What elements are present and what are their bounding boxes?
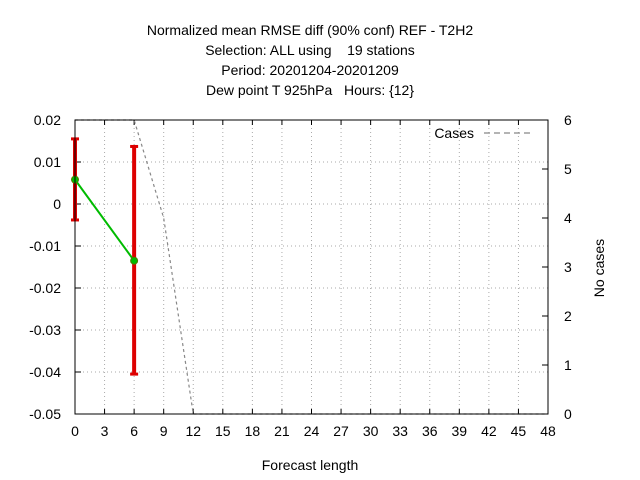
- diff-line: [74, 179, 135, 262]
- y-tick-label: 0.02: [34, 112, 61, 128]
- legend: Cases: [434, 125, 530, 141]
- cases-series: [75, 119, 548, 415]
- x-axis-label: Forecast length: [262, 457, 359, 473]
- y-tick-label: -0.05: [29, 406, 61, 422]
- title-line-2: Selection: ALL using 19 stations: [205, 42, 415, 58]
- x-tick-label: 12: [185, 423, 201, 439]
- y2-tick-label: 1: [564, 357, 572, 373]
- x-tick-label: 30: [363, 423, 379, 439]
- x-tick-label: 15: [215, 423, 231, 439]
- plot-frame: [74, 119, 549, 415]
- y2-tick-label: 6: [564, 112, 572, 128]
- x-tick-label: 42: [481, 423, 497, 439]
- y-tick-label: 0: [53, 196, 61, 212]
- x-tick-label: 24: [304, 423, 320, 439]
- y2-tick-label: 4: [564, 210, 572, 226]
- y-tick-label: -0.04: [29, 364, 61, 380]
- title-line-4: Dew point T 925hPa Hours: {12}: [206, 82, 414, 98]
- y2-tick-label: 0: [564, 406, 572, 422]
- x-tick-label: 21: [274, 423, 290, 439]
- y2-axis-label: No cases: [591, 239, 607, 297]
- y2-tick-label: 2: [564, 308, 572, 324]
- y-tick-label: 0.01: [34, 154, 61, 170]
- x-tick-label: 48: [540, 423, 556, 439]
- y-tick-label: -0.02: [29, 280, 61, 296]
- x-tick-label: 39: [452, 423, 468, 439]
- grid: [75, 120, 548, 414]
- tick-labels: 0 3 6 9 12 15 18 21 24 27 30 33 36 39 42 45 480.020.010-…: [29, 112, 572, 439]
- x-tick-label: 6: [130, 423, 138, 439]
- title-line-1: Normalized mean RMSE diff (90% conf) REF…: [147, 22, 473, 38]
- y2-tick-label: 3: [564, 259, 572, 275]
- x-tick-label: 36: [422, 423, 438, 439]
- chart-title: Normalized mean RMSE diff (90% conf) REF…: [147, 22, 473, 98]
- title-line-3: Period: 20201204-20201209: [221, 62, 399, 78]
- x-tick-label: 3: [101, 423, 109, 439]
- x-tick-label: 45: [511, 423, 527, 439]
- y-tick-label: -0.03: [29, 322, 61, 338]
- x-tick-label: 18: [245, 423, 261, 439]
- diff-point: [130, 256, 139, 265]
- x-tick-label: 33: [392, 423, 408, 439]
- y-tick-label: -0.01: [29, 238, 61, 254]
- x-tick-label: 0: [71, 423, 79, 439]
- cases-line: [75, 119, 548, 415]
- y2-tick-label: 5: [564, 161, 572, 177]
- x-tick-label: 27: [333, 423, 349, 439]
- legend-label-cases: Cases: [434, 125, 474, 141]
- x-tick-label: 9: [160, 423, 168, 439]
